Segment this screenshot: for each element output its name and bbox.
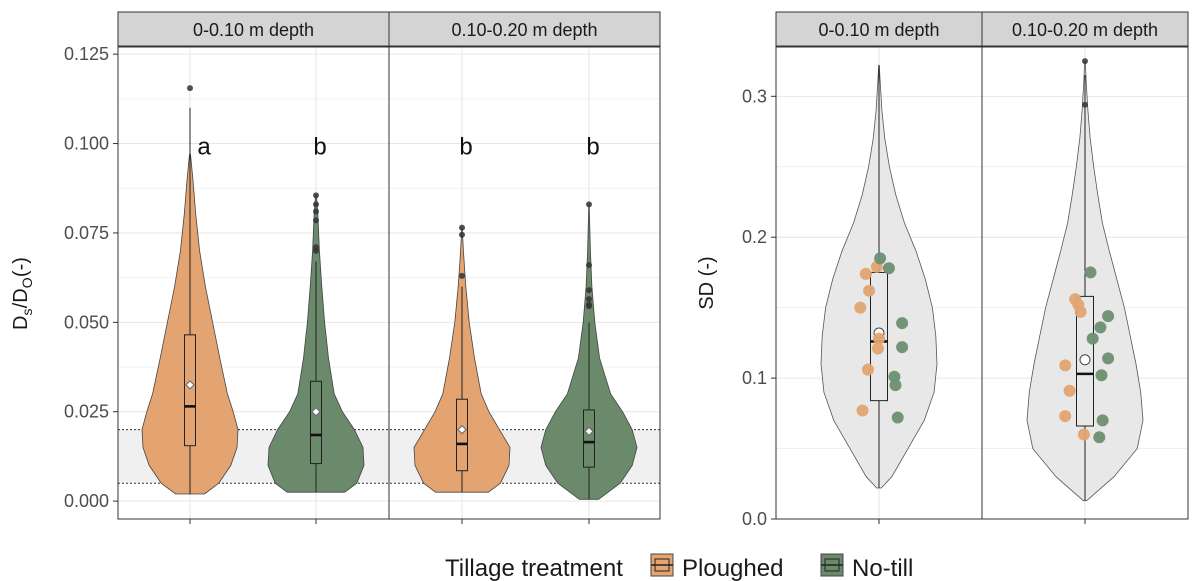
right-y-tick-label: 0.3 xyxy=(742,86,767,106)
left-facet-label: 0.10-0.20 m depth xyxy=(451,20,597,40)
right-box xyxy=(870,271,888,402)
label-part: (-) xyxy=(10,257,32,277)
jitter-point-notill xyxy=(1093,431,1106,444)
right-outlier xyxy=(1082,101,1088,108)
left-notill-box xyxy=(583,409,595,468)
left-ploughed-outlier xyxy=(459,272,465,279)
left-y-tick-label: 0.100 xyxy=(64,134,109,154)
significance-letter: b xyxy=(313,133,326,160)
right-outlier xyxy=(1082,58,1088,65)
right-y-tick-label: 0.2 xyxy=(742,227,767,247)
legend-box-ploughed xyxy=(654,558,670,572)
mean-marker xyxy=(311,407,321,417)
left-ploughed-outlier xyxy=(459,231,465,238)
jitter-point-ploughed xyxy=(854,301,867,314)
subscript: s xyxy=(19,309,35,316)
left-ploughed-outlier xyxy=(187,85,193,92)
left-chart-ds-do: 0-0.10 m depth a b 0.10-0.20 m depth b b 0.000… xyxy=(10,11,661,524)
significance-letter: a xyxy=(197,133,211,160)
left-y-tick-label: 0.025 xyxy=(64,402,109,422)
jitter-point-ploughed xyxy=(1059,359,1072,372)
legend-label-notill: No-till xyxy=(852,555,913,581)
significance-letter: b xyxy=(459,133,472,160)
legend-box-notill xyxy=(824,558,840,572)
jitter-point-notill xyxy=(896,317,909,330)
jitter-point-ploughed xyxy=(1059,410,1072,423)
jitter-point-ploughed xyxy=(873,332,885,345)
left-notill-outlier xyxy=(313,208,319,215)
left-notill-outlier xyxy=(586,301,592,308)
jitter-point-ploughed xyxy=(862,363,874,376)
jitter-point-notill xyxy=(874,252,887,265)
jitter-point-notill xyxy=(882,262,895,275)
mean-marker xyxy=(584,426,594,437)
left-ploughed-box xyxy=(456,398,468,472)
jitter-point-ploughed xyxy=(1063,384,1076,397)
left-notill-outlier xyxy=(313,201,319,208)
left-y-axis-label: Ds /DO (-) xyxy=(10,257,35,330)
jitter-point-notill xyxy=(1086,332,1099,345)
mean-marker xyxy=(185,380,195,390)
left-facet-label: 0-0.10 m depth xyxy=(193,20,314,40)
left-ploughed-outlier xyxy=(459,224,465,231)
right-y-tick-label: 0.0 xyxy=(742,509,767,529)
jitter-point-ploughed xyxy=(1077,428,1090,441)
jitter-point-ploughed xyxy=(871,342,884,355)
jitter-point-notill xyxy=(1102,352,1115,365)
mean-marker xyxy=(1079,354,1091,366)
right-y-axis-label: SD (-) xyxy=(696,256,718,309)
left-notill-outlier xyxy=(586,262,592,269)
left-y-tick-label: 0.000 xyxy=(64,491,109,511)
left-y-tick-label: 0.050 xyxy=(64,312,109,332)
jitter-point-notill xyxy=(1096,414,1109,427)
mean-marker xyxy=(457,424,467,435)
right-facet-strip xyxy=(775,11,983,47)
right-chart-sd: 0-0.10 m depth 0.10-0.20 m depth 0.0 0.1 0.2… xyxy=(696,11,1189,529)
left-panel-frame xyxy=(388,46,661,520)
subscript: O xyxy=(19,277,35,288)
left-y-tick-label: 0.075 xyxy=(64,223,109,243)
jitter-point-notill xyxy=(1095,369,1108,382)
left-notill-outlier xyxy=(313,217,319,224)
left-ploughed-box xyxy=(184,334,196,447)
right-facet-label: 0.10-0.20 m depth xyxy=(1012,20,1158,40)
jitter-point-ploughed xyxy=(863,284,876,297)
right-facet-strip xyxy=(981,11,1189,47)
label-part: /D xyxy=(10,288,32,308)
right-facet-label: 0-0.10 m depth xyxy=(818,20,939,40)
left-notill-outlier xyxy=(313,192,319,199)
left-facet-strip xyxy=(388,11,661,47)
left-notill-outlier xyxy=(586,287,592,294)
jitter-point-notill xyxy=(1084,266,1097,279)
significance-letter: b xyxy=(586,133,599,160)
left-notill-outlier xyxy=(586,296,592,303)
jitter-point-notill xyxy=(889,379,902,392)
jitter-point-notill xyxy=(896,341,909,354)
left-notill-outlier xyxy=(313,244,319,251)
legend-title: Tillage treatment xyxy=(445,555,623,581)
right-box xyxy=(1076,295,1094,427)
left-notill-box xyxy=(310,380,322,465)
left-y-tick-label: 0.125 xyxy=(64,44,109,64)
jitter-point-ploughed xyxy=(859,267,872,280)
jitter-point-notill xyxy=(891,411,904,424)
legend: Tillage treatment Ploughed No-till xyxy=(445,553,913,581)
left-notill-outlier xyxy=(586,201,592,208)
violin-sd xyxy=(820,64,938,489)
legend-label-ploughed: Ploughed xyxy=(682,555,783,581)
jitter-point-ploughed xyxy=(1074,305,1087,318)
jitter-point-notill xyxy=(1102,310,1115,323)
right-y-tick-label: 0.1 xyxy=(742,368,767,388)
jitter-point-notill xyxy=(1094,321,1107,334)
label-part: D xyxy=(10,316,32,330)
jitter-point-ploughed xyxy=(856,404,869,417)
